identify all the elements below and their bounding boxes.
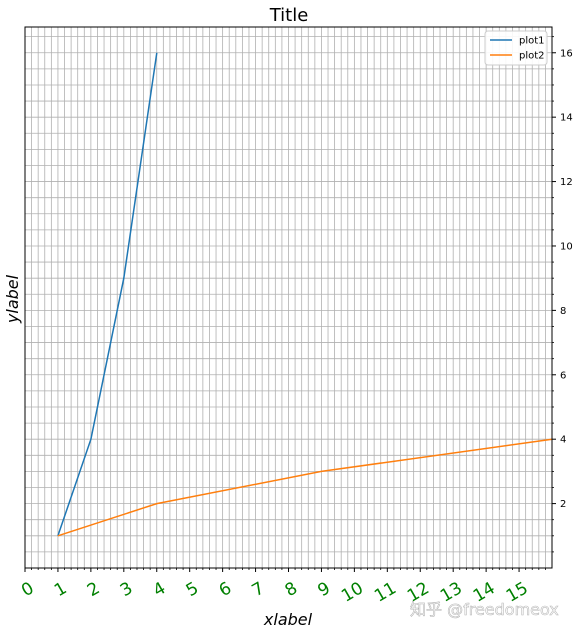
legend-label-plot1: plot1 (519, 36, 545, 47)
watermark-text: 知乎 @freedomeox (410, 600, 559, 619)
y-tick-label: 6 (560, 370, 566, 381)
x-tick-label: 4 (150, 578, 169, 601)
y-axis-ticks: 2 4 6 8 10 12 14 16 (552, 36, 573, 553)
y-tick-label: 12 (560, 177, 573, 188)
y-tick-label: 2 (560, 499, 566, 510)
x-tick-label: 11 (371, 578, 400, 606)
chart-title: Title (269, 5, 309, 26)
y-tick-label: 10 (560, 241, 573, 252)
series-line-plot2 (57, 438, 553, 537)
y-tick-label: 4 (560, 435, 566, 446)
series-line-plot1 (57, 52, 158, 537)
x-axis-label: xlabel (263, 610, 313, 629)
legend-label-plot2: plot2 (519, 51, 545, 62)
x-tick-label: 8 (282, 578, 301, 601)
x-tick-label: 9 (315, 578, 334, 601)
x-tick-label: 10 (338, 578, 367, 606)
x-tick-label: 3 (117, 578, 136, 601)
y-tick-label: 16 (560, 48, 573, 59)
x-tick-label: 7 (249, 578, 268, 601)
y-tick-label: 14 (560, 113, 573, 124)
series-lines (57, 52, 553, 537)
x-tick-label: 5 (183, 578, 202, 601)
x-tick-label: 0 (18, 578, 37, 601)
grid (24, 27, 553, 569)
legend: plot1 plot2 (484, 30, 548, 66)
x-tick-label: 6 (216, 578, 235, 601)
y-tick-label: 8 (560, 306, 566, 317)
x-tick-label: 2 (84, 578, 103, 601)
y-axis-label: ylabel (3, 274, 22, 324)
x-tick-label: 1 (51, 578, 70, 601)
